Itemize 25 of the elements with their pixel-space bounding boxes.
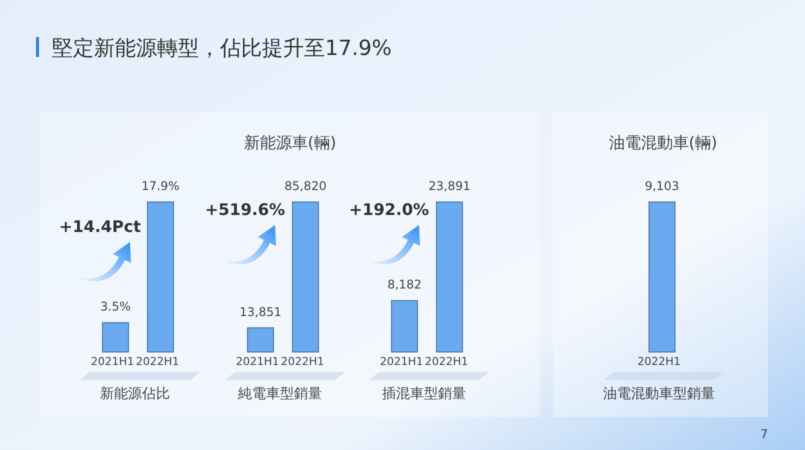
data-label: 23,891: [428, 179, 470, 193]
data-label: 8,182: [387, 278, 422, 292]
data-label: 13,851: [240, 304, 282, 319]
chart-subtitle: 新能源車(輛): [244, 133, 336, 152]
annotation: +519.6%: [204, 200, 286, 219]
x-tick-label: 2022H1: [280, 355, 324, 368]
data-label: 85,820: [284, 179, 326, 193]
x-axis-title: 油電混動車型銷量: [603, 386, 715, 402]
data-label: 3.5%: [100, 300, 131, 314]
x-tick-label: 2021H1: [90, 355, 134, 368]
x-axis-title: 插混車型銷量: [382, 386, 466, 402]
data-label: 17.9%: [141, 179, 180, 193]
x-axis-title: 新能源佔比: [100, 386, 170, 402]
x-tick-label: 2022H1: [136, 355, 180, 368]
annotation: +14.4Pct: [59, 217, 142, 236]
x-tick-label: 2022H1: [424, 355, 468, 368]
x-tick-label: 2022H1: [637, 355, 681, 368]
x-tick-label: 2021H1: [380, 355, 424, 368]
annotation: +192.0%: [348, 200, 430, 219]
x-tick-label: 2021H1: [236, 355, 280, 368]
x-axis-title: 純電車型銷量: [238, 386, 322, 402]
text: 7: [760, 427, 768, 441]
chart-title: 堅定新能源轉型，佔比提升至17.9%: [52, 36, 392, 60]
chart-subtitle: 油電混動車(輛): [608, 133, 718, 152]
data-label: 9,103: [644, 179, 680, 193]
